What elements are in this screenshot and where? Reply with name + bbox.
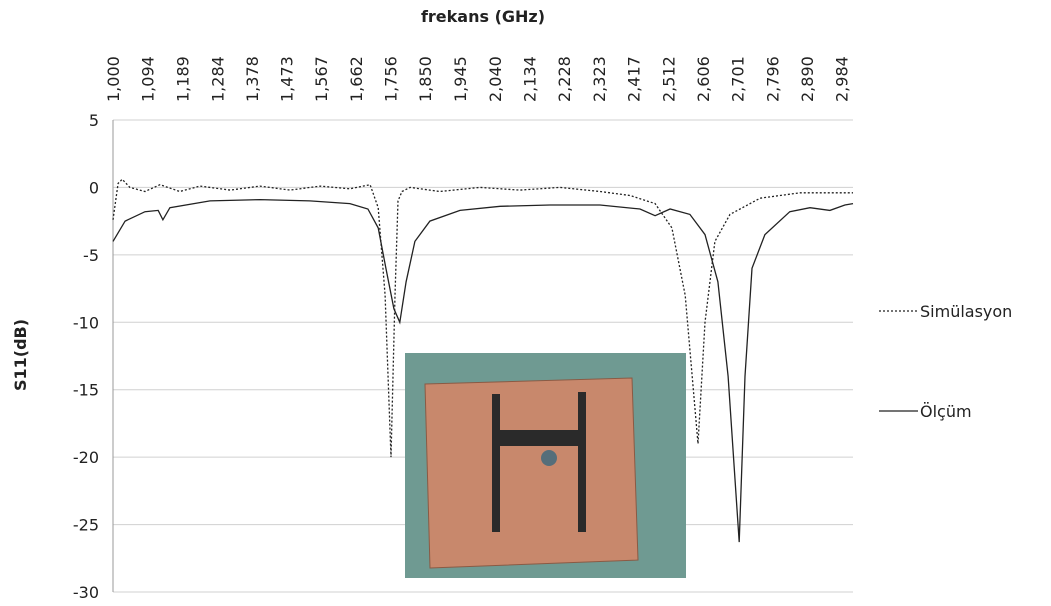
x-tick-label: 2,512	[659, 56, 678, 102]
x-tick-label: 2,417	[624, 56, 643, 102]
x-tick-label: 1,000	[104, 56, 123, 102]
y-tick-label: -5	[83, 246, 99, 265]
x-tick-label: 2,323	[590, 56, 609, 102]
y-tick-label: -10	[73, 313, 99, 332]
x-tick-label: 1,284	[208, 56, 227, 102]
chart: frekans (GHz) S11(dB) 5 0 -5 -10 -15 -20 -25 -3…	[0, 0, 1051, 606]
legend-label: Simülasyon	[920, 302, 1012, 321]
x-tick-label: 1,094	[139, 56, 158, 102]
y-tick-label: -15	[73, 381, 99, 400]
x-tick-label: 2,040	[486, 56, 505, 102]
x-tick-label: 2,606	[694, 56, 713, 102]
y-tick-label: 0	[89, 178, 99, 197]
x-tick-label: 1,189	[173, 56, 192, 102]
x-tick-label: 1,945	[451, 56, 470, 102]
y-tick-label: 5	[89, 111, 99, 130]
y-tick-label: -30	[73, 583, 99, 602]
x-tick-label: 2,134	[520, 56, 539, 102]
x-tick-label: 2,984	[833, 56, 852, 102]
legend-label: Ölçüm	[920, 402, 972, 421]
y-axis-label: S11(dB)	[11, 319, 30, 391]
x-tick-label: 2,701	[729, 56, 748, 102]
x-tick-label: 2,228	[555, 56, 574, 102]
x-tick-label: 2,796	[764, 56, 783, 102]
inset-photo	[405, 353, 686, 578]
x-tick-label: 2,890	[798, 56, 817, 102]
x-tick-label: 1,473	[278, 56, 297, 102]
x-tick-label: 1,850	[416, 56, 435, 102]
chart-title: frekans (GHz)	[421, 7, 545, 26]
y-tick-label: -20	[73, 448, 99, 467]
x-tick-label: 1,662	[347, 56, 366, 102]
x-tick-label: 1,378	[243, 56, 262, 102]
x-tick-label: 1,756	[382, 56, 401, 102]
x-tick-label: 1,567	[312, 56, 331, 102]
y-tick-label: -25	[73, 516, 99, 535]
